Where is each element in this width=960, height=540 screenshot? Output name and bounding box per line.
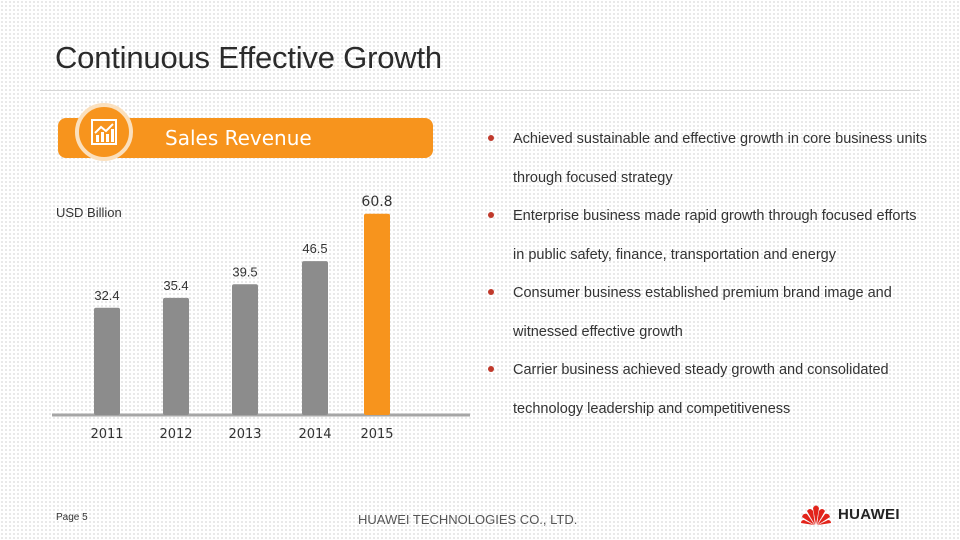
huawei-petal-icon <box>801 505 831 525</box>
x-tick-label-2012: 2012 <box>159 427 192 442</box>
chart-icon <box>75 103 133 161</box>
value-label-2014: 46.5 <box>302 241 327 256</box>
bullet-item: Consumer business established premium br… <box>488 274 928 351</box>
value-label-2013: 39.5 <box>232 264 257 279</box>
banner-label: Sales Revenue <box>165 126 312 150</box>
bullet-list: Achieved sustainable and effective growt… <box>488 120 928 428</box>
bullet-item: Achieved sustainable and effective growt… <box>488 120 928 197</box>
title-divider <box>40 90 920 91</box>
bar-2012 <box>163 297 189 415</box>
value-label-2011: 32.4 <box>94 288 119 303</box>
x-tick-label-2013: 2013 <box>228 427 261 442</box>
bullet-item: Enterprise business made rapid growth th… <box>488 197 928 274</box>
company-name: HUAWEI TECHNOLOGIES CO., LTD. <box>358 512 578 527</box>
page-title: Continuous Effective Growth <box>55 40 442 75</box>
bar-2013 <box>232 284 258 415</box>
bar-2014 <box>302 261 328 415</box>
value-label-2015: 60.8 <box>361 194 392 210</box>
page-number: Page 5 <box>56 512 88 523</box>
x-tick-label-2015: 2015 <box>360 427 393 442</box>
bar-2015 <box>364 213 390 415</box>
x-tick-label-2014: 2014 <box>298 427 331 442</box>
value-label-2012: 35.4 <box>163 278 188 293</box>
bar-2011 <box>94 307 120 415</box>
huawei-logo: HUAWEI <box>800 502 900 526</box>
logo-text: HUAWEI <box>838 505 900 523</box>
x-tick-label-2011: 2011 <box>90 427 123 442</box>
bullet-item: Carrier business achieved steady growth … <box>488 351 928 428</box>
y-axis-unit-label: USD Billion <box>56 205 122 220</box>
